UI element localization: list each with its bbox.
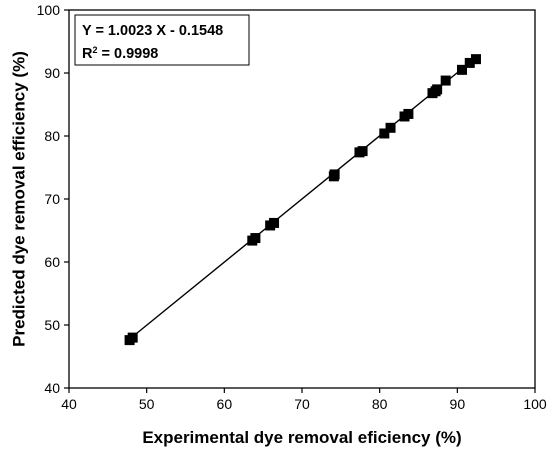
y-tick-label: 100 xyxy=(37,2,61,18)
plot-frame xyxy=(68,9,536,389)
data-point xyxy=(385,122,396,133)
data-point xyxy=(403,108,414,119)
y-axis-title: Predicted dye removal efficiency (%) xyxy=(9,51,28,347)
y-tick-label: 70 xyxy=(44,191,60,207)
y-tick-label: 40 xyxy=(44,380,60,396)
fit-line-layer xyxy=(129,56,478,340)
data-point xyxy=(432,84,443,95)
data-point xyxy=(250,233,261,244)
x-tick-label: 80 xyxy=(372,396,388,412)
data-point xyxy=(456,64,467,75)
x-tick-label: 90 xyxy=(450,396,466,412)
regression-line xyxy=(129,56,478,340)
data-point xyxy=(329,169,340,180)
data-points xyxy=(124,54,481,346)
regression-equation: Y = 1.0023 X - 0.1548 xyxy=(82,23,223,39)
data-point xyxy=(440,75,451,86)
x-tick-label: 50 xyxy=(139,396,155,412)
data-point xyxy=(470,54,481,65)
axis-ticks: 40 50 60 70 80 90 100 40 50 60 70 80 90 100 xyxy=(37,2,547,412)
r-squared-superscript: 2 xyxy=(92,45,97,55)
data-point xyxy=(269,217,280,228)
x-tick-label: 60 xyxy=(217,396,233,412)
data-point xyxy=(464,57,475,68)
data-point xyxy=(379,128,390,139)
equation-box: Y = 1.0023 X - 0.1548 R2 = 0.9998 xyxy=(74,14,250,66)
data-point xyxy=(357,146,368,157)
x-axis-title: Experimental dye removal eficiency (%) xyxy=(142,428,461,447)
x-tick-label: 40 xyxy=(61,396,77,412)
r-squared-symbol: R xyxy=(82,46,93,62)
r-squared-value: = 0.9998 xyxy=(98,46,159,62)
y-tick-label: 90 xyxy=(44,65,60,81)
x-tick-label: 100 xyxy=(523,396,547,412)
y-tick-label: 80 xyxy=(44,128,60,144)
y-tick-label: 60 xyxy=(44,254,60,270)
x-tick-label: 70 xyxy=(294,396,310,412)
equation-box-border xyxy=(74,14,250,66)
y-tick-label: 50 xyxy=(44,317,60,333)
data-point xyxy=(127,332,138,343)
r-squared: R2 = 0.9998 xyxy=(82,45,158,62)
